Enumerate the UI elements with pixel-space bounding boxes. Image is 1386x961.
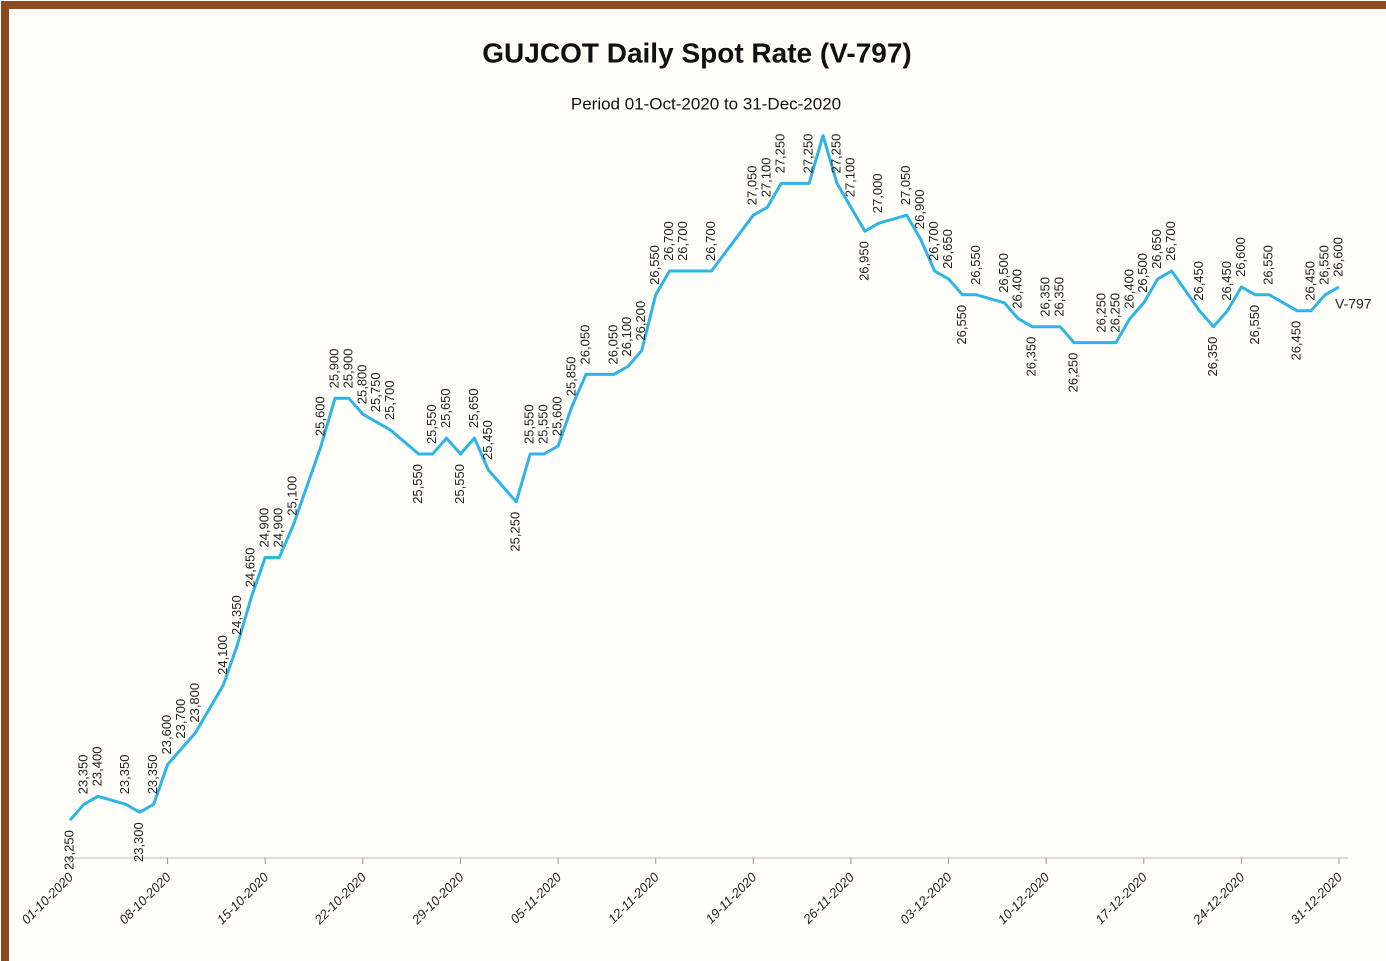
- value-label: 23,350: [117, 755, 132, 795]
- value-label: 23,350: [75, 755, 90, 795]
- chart-title: GUJCOT Daily Spot Rate (V-797): [482, 37, 911, 68]
- value-label: 27,000: [870, 173, 885, 213]
- value-label: 27,250: [828, 134, 843, 174]
- value-label: 23,600: [159, 715, 174, 755]
- value-label: 23,350: [145, 755, 160, 795]
- value-label: 26,350: [1205, 337, 1220, 377]
- series-label: V-797: [1335, 296, 1372, 312]
- value-label: 26,500: [996, 253, 1011, 293]
- value-label: 27,050: [898, 165, 913, 205]
- value-label: 25,650: [438, 388, 453, 428]
- value-label: 25,450: [480, 420, 495, 460]
- value-label: 26,400: [1121, 269, 1136, 309]
- value-label: 26,700: [703, 221, 718, 261]
- value-label: 26,550: [1247, 305, 1262, 345]
- value-label: 23,700: [173, 699, 188, 739]
- value-label: 26,900: [912, 189, 927, 229]
- value-label: 27,100: [842, 158, 857, 198]
- value-label: 26,550: [1261, 245, 1276, 285]
- value-label: 27,250: [801, 134, 816, 174]
- value-label: 26,500: [1135, 253, 1150, 293]
- value-label: 26,050: [577, 325, 592, 365]
- value-label: 26,700: [675, 221, 690, 261]
- line: [68, 134, 1340, 822]
- value-label: 24,100: [215, 635, 230, 675]
- value-label: 25,600: [312, 396, 327, 436]
- value-label: 25,250: [508, 512, 523, 552]
- value-label: 26,350: [1052, 277, 1067, 317]
- value-label: 26,700: [926, 221, 941, 261]
- value-label: 27,050: [745, 165, 760, 205]
- value-label: 26,550: [1316, 245, 1331, 285]
- value-label: 24,900: [271, 508, 286, 548]
- value-label: 25,900: [340, 349, 355, 389]
- value-label: 23,800: [187, 683, 202, 723]
- value-label: 26,600: [1233, 237, 1248, 277]
- value-label: 26,250: [1093, 293, 1108, 333]
- value-label: 25,550: [536, 404, 551, 444]
- chart-subtitle: Period 01-Oct-2020 to 31-Dec-2020: [571, 94, 841, 113]
- value-label: 26,350: [1038, 277, 1053, 317]
- value-label: 26,600: [1330, 237, 1345, 277]
- value-label: 25,550: [424, 404, 439, 444]
- value-label: 26,450: [1303, 261, 1318, 301]
- value-label: 26,400: [1010, 269, 1025, 309]
- value-label: 26,100: [619, 317, 634, 357]
- value-label: 23,250: [61, 830, 76, 870]
- value-label: 27,100: [759, 158, 774, 198]
- value-label: 26,650: [940, 229, 955, 269]
- value-label: 25,550: [410, 464, 425, 504]
- value-label: 25,800: [354, 364, 369, 404]
- value-label: 25,850: [563, 357, 578, 397]
- value-label: 25,750: [368, 372, 383, 412]
- value-label: 24,650: [243, 548, 258, 588]
- value-label: 26,350: [1024, 337, 1039, 377]
- value-label: 26,250: [1065, 353, 1080, 393]
- value-label: 23,300: [131, 822, 146, 862]
- value-label: 26,700: [1163, 221, 1178, 261]
- value-label: 26,550: [954, 305, 969, 345]
- value-label: 25,550: [522, 404, 537, 444]
- value-label: 26,050: [605, 325, 620, 365]
- value-label: 25,900: [326, 349, 341, 389]
- value-label: 26,450: [1289, 321, 1304, 361]
- value-label: 25,650: [466, 388, 481, 428]
- value-label: 24,350: [229, 595, 244, 635]
- value-label: 26,550: [968, 245, 983, 285]
- value-label: 26,700: [661, 221, 676, 261]
- value-label: 26,950: [856, 241, 871, 281]
- value-label: 26,200: [633, 301, 648, 341]
- value-label: 26,450: [1191, 261, 1206, 301]
- value-label: 25,600: [550, 396, 565, 436]
- value-label: 25,700: [382, 380, 397, 420]
- value-label: 27,250: [773, 134, 788, 174]
- value-label: 24,900: [257, 508, 272, 548]
- value-label: 26,650: [1149, 229, 1164, 269]
- value-label: 23,400: [89, 747, 104, 787]
- value-label: 26,450: [1219, 261, 1234, 301]
- value-label: 25,550: [452, 464, 467, 504]
- value-label: 26,250: [1107, 293, 1122, 333]
- value-label: 26,550: [647, 245, 662, 285]
- value-label: 25,100: [285, 476, 300, 516]
